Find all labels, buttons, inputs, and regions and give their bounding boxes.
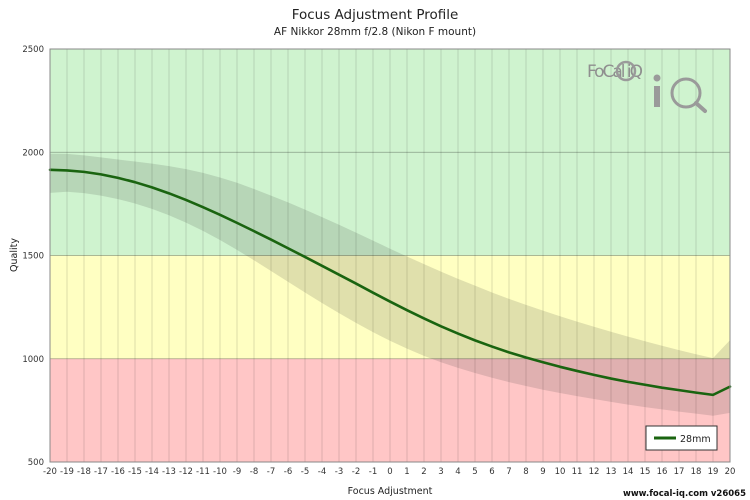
y-axis-label: Quality [9, 238, 20, 272]
x-tick-label: 18 [691, 467, 702, 477]
logo-wordmark: FoCal iQ [587, 62, 643, 82]
x-tick-labels: -20 -19 -18 -17 -16 -15 -14 -13 -12 -11 -10 -9 -8 -7-… [43, 467, 735, 477]
x-tick-label: -18 [77, 467, 91, 477]
x-tick-label: -19 [60, 467, 74, 477]
x-tick-label: -9 [233, 467, 241, 477]
magnifier-icon [670, 77, 702, 109]
y-tick-label: 500 [28, 458, 44, 468]
chart-title: Focus Adjustment Profile [291, 7, 459, 23]
x-tick-label: -15 [128, 467, 142, 477]
quality-bands [50, 49, 730, 462]
x-tick-label: -14 [145, 467, 159, 477]
footer-version: www.focal-iq.com v26065 [623, 489, 746, 499]
x-tick-label: 16 [657, 467, 668, 477]
logo-i-dot-icon [653, 74, 661, 82]
quality-band-1 [50, 255, 730, 359]
y-tick-labels: 500 1000 1500 2000 2500 [22, 45, 44, 468]
x-tick-label: 2 [421, 467, 426, 477]
x-tick-label: -10 [213, 467, 227, 477]
logo-i-icon [654, 86, 660, 107]
x-tick-label: -3 [335, 467, 343, 477]
y-tick-label: 1000 [22, 355, 44, 365]
focal-iq-logo: FoCal iQ [587, 60, 707, 113]
magnifier-handle-icon [694, 101, 707, 113]
quality-band-0 [50, 358, 730, 462]
x-tick-label: 8 [523, 467, 528, 477]
x-tick-label: 12 [589, 467, 600, 477]
x-tick-label: -8 [250, 467, 258, 477]
x-tick-label: 5 [472, 467, 477, 477]
x-tick-label: -4 [318, 467, 326, 477]
series-lines [48, 168, 732, 397]
x-tick-label: 19 [708, 467, 719, 477]
x-tick-label: -20 [43, 467, 57, 477]
x-tick-label: 11 [572, 467, 583, 477]
x-tick-label: -11 [196, 467, 210, 477]
x-tick-label: 3 [438, 467, 443, 477]
y-tick-label: 2000 [22, 148, 44, 158]
plot-border [49, 48, 731, 463]
confidence-band-28mm [50, 153, 730, 416]
x-tick-label: 20 [725, 467, 736, 477]
x-tick-label: 6 [489, 467, 494, 477]
x-tick-label: -6 [284, 467, 292, 477]
y-tick-label: 2500 [22, 45, 44, 55]
x-tick-label: 4 [455, 467, 460, 477]
x-tick-label: -12 [179, 467, 193, 477]
x-tick-label: -7 [267, 467, 275, 477]
x-tick-label: 15 [640, 467, 651, 477]
confidence-band-layer [50, 153, 730, 416]
logo-ring-icon [615, 60, 637, 82]
x-tick-label: 13 [606, 467, 617, 477]
x-tick-label: -2 [352, 467, 360, 477]
x-tick-label: 17 [674, 467, 685, 477]
grid-lines [49, 48, 731, 463]
chart-subtitle: AF Nikkor 28mm f/2.8 (Nikon F mount) [273, 26, 477, 38]
x-tick-label: 1 [404, 467, 409, 477]
x-tick-label: 7 [506, 467, 511, 477]
x-tick-label: -16 [111, 467, 125, 477]
legend-label-28mm: 28mm [680, 434, 711, 445]
x-tick-label: 9 [540, 467, 545, 477]
x-tick-label: 10 [555, 467, 566, 477]
x-tick-label: -1 [369, 467, 377, 477]
quality-band-2 [50, 49, 730, 256]
legend: 28mm [645, 425, 718, 451]
x-tick-label: -5 [301, 467, 309, 477]
series-line-28mm [48, 168, 732, 397]
x-tick-label: 0 [387, 467, 392, 477]
x-tick-label: -13 [162, 467, 176, 477]
x-tick-label: 14 [623, 467, 634, 477]
x-axis-label: Focus Adjustment [348, 486, 433, 497]
y-tick-label: 1500 [22, 252, 44, 262]
x-tick-label: -17 [94, 467, 108, 477]
